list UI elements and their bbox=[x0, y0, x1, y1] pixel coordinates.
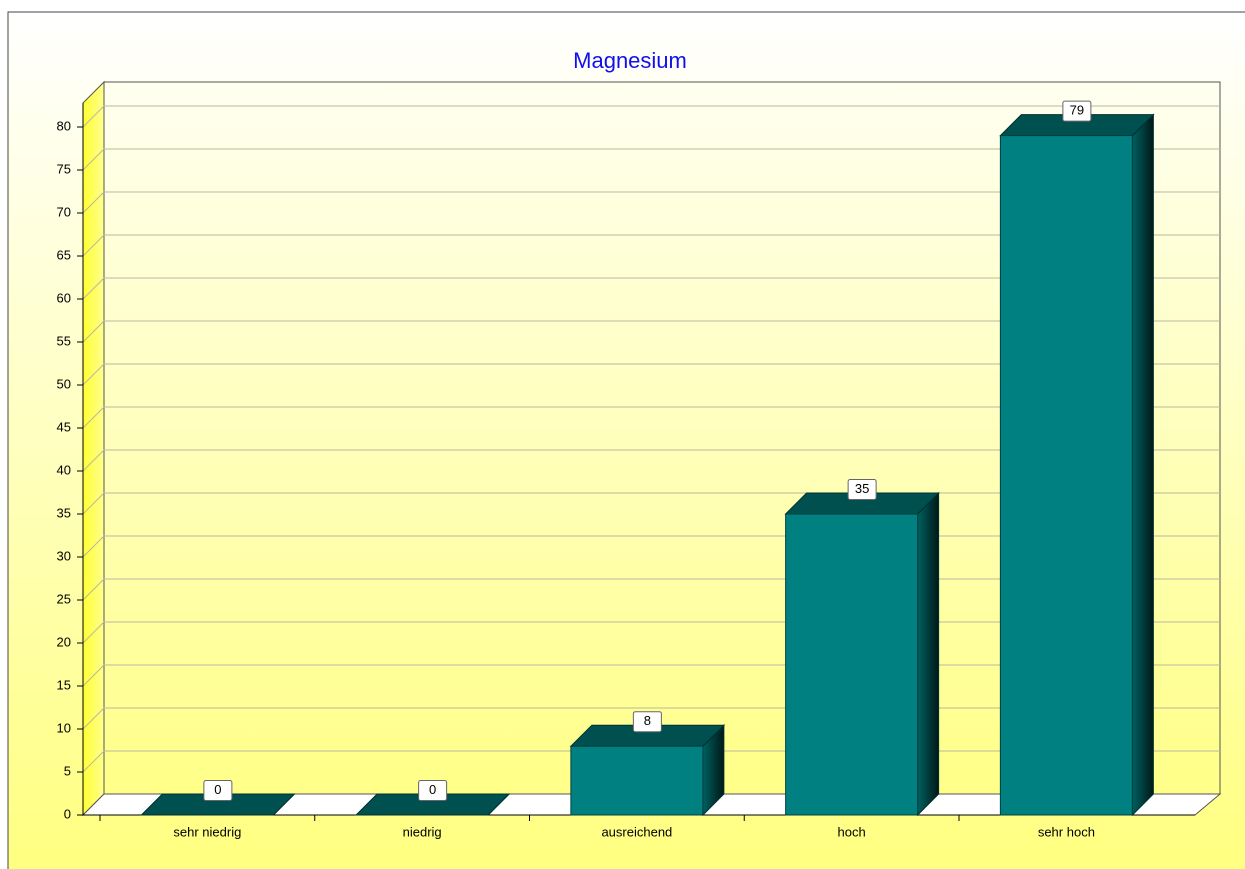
grid-line bbox=[82, 320, 1220, 343]
side-wall bbox=[82, 80, 105, 817]
grid-line bbox=[82, 449, 1220, 472]
chart-title: Magnesium bbox=[573, 48, 687, 73]
bar-side bbox=[917, 491, 940, 817]
x-tick-label: hoch bbox=[838, 824, 866, 839]
bar bbox=[354, 793, 511, 816]
bar-top bbox=[140, 793, 296, 816]
y-tick-label: 50 bbox=[57, 376, 71, 391]
bar bbox=[999, 113, 1155, 817]
bar-front bbox=[785, 513, 919, 816]
data-label-box bbox=[1062, 100, 1092, 122]
y-tick-label: 15 bbox=[57, 677, 71, 692]
y-tick-label: 60 bbox=[57, 290, 71, 305]
grid-line bbox=[82, 234, 1220, 257]
bar-side bbox=[1131, 113, 1154, 817]
y-tick-label: 55 bbox=[57, 333, 71, 348]
grid-line bbox=[82, 191, 1220, 214]
grid-line bbox=[82, 406, 1220, 429]
y-tick-label: 35 bbox=[57, 505, 71, 520]
grid-line bbox=[82, 105, 1220, 128]
data-label: 35 bbox=[855, 481, 869, 496]
x-tick-label: ausreichend bbox=[601, 824, 672, 839]
data-label-box bbox=[418, 780, 448, 801]
data-label: 0 bbox=[429, 782, 436, 797]
bar-top bbox=[354, 793, 511, 816]
bar-front bbox=[570, 745, 704, 816]
bar bbox=[140, 793, 296, 816]
grid-line bbox=[82, 277, 1220, 300]
y-tick-label: 20 bbox=[57, 634, 71, 649]
data-label-box bbox=[632, 711, 662, 733]
y-tick-label: 30 bbox=[57, 548, 71, 563]
data-label: 0 bbox=[214, 782, 221, 797]
data-label-box bbox=[203, 780, 233, 801]
data-label: 79 bbox=[1070, 103, 1084, 118]
bar-front bbox=[999, 135, 1133, 816]
y-tick-label: 10 bbox=[57, 720, 71, 735]
x-tick-label: sehr niedrig bbox=[173, 824, 241, 839]
y-tick-label: 75 bbox=[57, 161, 71, 176]
y-tick-label: 80 bbox=[57, 118, 71, 133]
y-tick-label: 40 bbox=[57, 462, 71, 477]
y-tick-label: 0 bbox=[64, 806, 71, 821]
y-tick-label: 45 bbox=[57, 419, 71, 434]
x-tick-label: niedrig bbox=[403, 824, 442, 839]
data-label-box bbox=[847, 479, 877, 500]
grid-line bbox=[82, 148, 1220, 171]
y-tick-label: 70 bbox=[57, 204, 71, 219]
y-tick-label: 65 bbox=[57, 247, 71, 262]
x-tick-label: sehr hoch bbox=[1038, 824, 1095, 839]
y-tick-label: 5 bbox=[64, 763, 71, 778]
bar bbox=[784, 491, 940, 817]
data-label: 8 bbox=[644, 713, 651, 728]
y-tick-label: 25 bbox=[57, 591, 71, 606]
grid-line bbox=[82, 363, 1220, 386]
bar bbox=[569, 723, 726, 817]
